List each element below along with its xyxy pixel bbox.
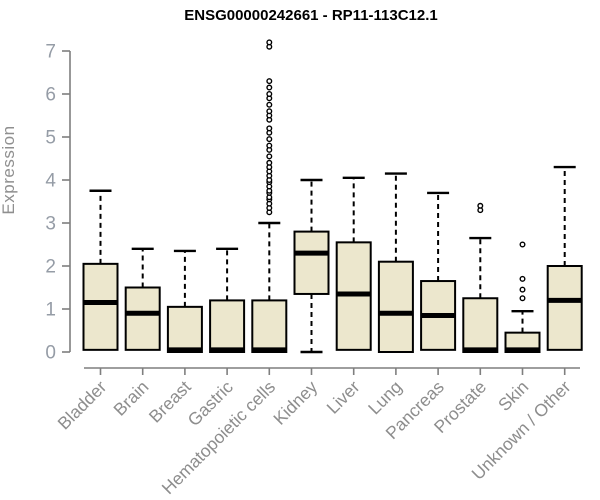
page-title: ENSG00000242661 - RP11-113C12.1 [184, 7, 438, 24]
box-rect [82, 262, 119, 351]
outlier-point [266, 108, 273, 115]
outlier-point [266, 136, 273, 143]
outlier-point [266, 159, 273, 166]
outlier-point [266, 153, 273, 160]
x-tick-label: Kidney [269, 377, 321, 429]
y-tick-label: 6 [45, 85, 56, 106]
outlier-point [266, 84, 273, 91]
y-tick-label: 0 [45, 343, 56, 364]
outlier-point [519, 241, 526, 248]
y-tick-label: 1 [45, 300, 56, 321]
x-tick-label: Bladder [54, 377, 111, 434]
y-tick-label: 3 [45, 214, 56, 235]
x-tick-label: Liver [323, 377, 364, 418]
box-rect [251, 299, 288, 353]
y-tick-label: 2 [45, 257, 56, 278]
box-rect [166, 305, 203, 354]
outlier-point [266, 101, 273, 108]
y-tick-label: 5 [45, 128, 56, 149]
outlier-point [266, 39, 273, 46]
box-rect [462, 297, 499, 353]
box-rect [377, 260, 414, 354]
outlier-point [519, 286, 526, 293]
outlier-point [266, 125, 273, 132]
y-tick-label: 7 [45, 42, 56, 63]
box-rect [293, 230, 330, 295]
box-rect [209, 299, 246, 353]
outlier-point [519, 295, 526, 302]
outlier-point [266, 90, 273, 97]
outlier-point [266, 78, 273, 85]
outlier-point [519, 275, 526, 282]
box-rect [124, 286, 161, 351]
y-tick-label: 4 [45, 171, 56, 192]
outlier-point [477, 202, 484, 209]
box-rect [546, 265, 583, 351]
outlier-point [266, 142, 273, 149]
